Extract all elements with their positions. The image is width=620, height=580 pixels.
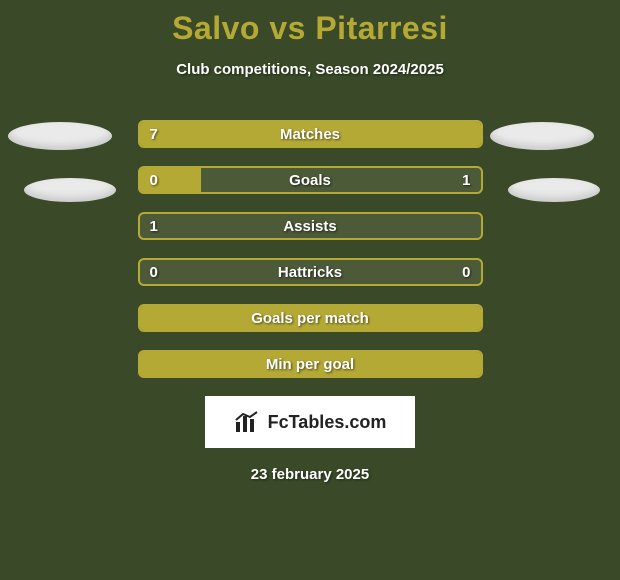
date-text: 23 february 2025 <box>0 466 620 483</box>
stat-row: 7Matches <box>138 120 483 148</box>
stat-row: Goals per match <box>138 304 483 332</box>
decorative-ellipse <box>508 178 600 202</box>
decorative-ellipse <box>8 122 112 150</box>
stat-label: Assists <box>140 214 481 238</box>
stat-row: 01Goals <box>138 166 483 194</box>
stat-row: 1Assists <box>138 212 483 240</box>
decorative-ellipse <box>24 178 116 202</box>
stats-bars: 7Matches 01Goals 1Assists 00Hattricks Goals … <box>138 120 483 378</box>
stat-label: Goals per match <box>140 306 481 330</box>
stat-label: Min per goal <box>140 352 481 376</box>
subtitle: Club competitions, Season 2024/2025 <box>0 61 620 78</box>
stat-label: Matches <box>140 122 481 146</box>
stat-label: Goals <box>140 168 481 192</box>
brand-text: FcTables.com <box>268 412 387 433</box>
brand-logo: FcTables.com <box>205 396 415 448</box>
decorative-ellipse <box>490 122 594 150</box>
stat-label: Hattricks <box>140 260 481 284</box>
page-title: Salvo vs Pitarresi <box>0 0 620 47</box>
chart-icon <box>234 410 262 434</box>
stat-row: 00Hattricks <box>138 258 483 286</box>
stat-row: Min per goal <box>138 350 483 378</box>
